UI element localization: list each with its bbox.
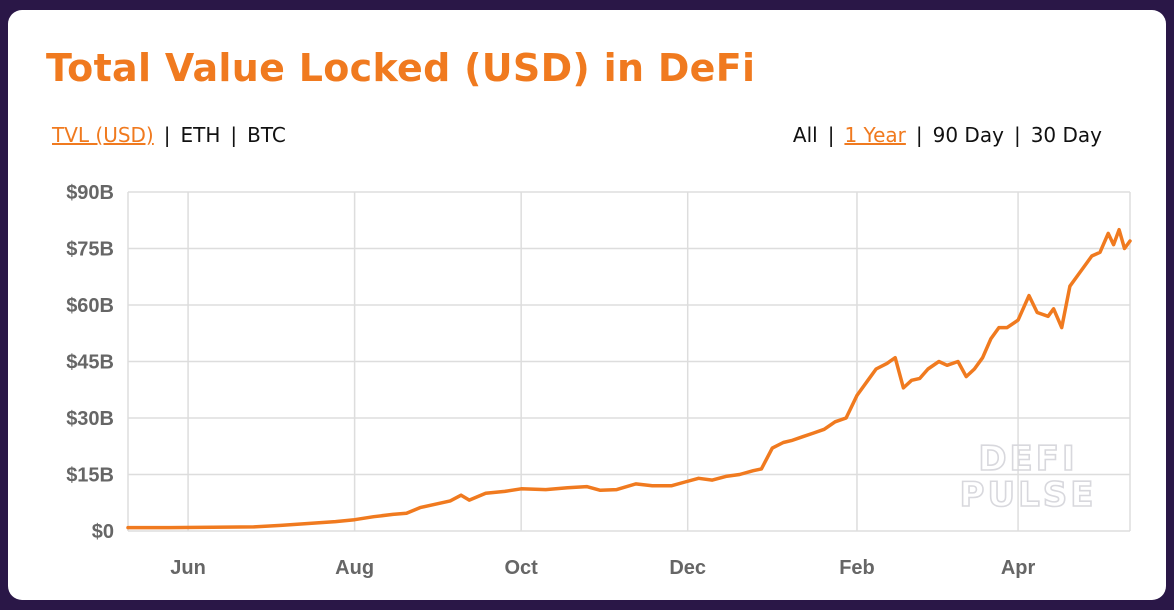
y-tick-label: $45B	[66, 352, 114, 374]
x-tick-label: Jun	[170, 557, 206, 579]
thirty-day-range-toggle[interactable]: 30 Day	[1030, 123, 1102, 147]
metric-toggle-group: TVL (USD) | ETH | BTC	[52, 123, 286, 147]
btc-toggle[interactable]: BTC	[247, 123, 286, 147]
eth-toggle[interactable]: ETH	[180, 123, 221, 147]
separator: |	[230, 123, 238, 147]
y-tick-label: $0	[92, 521, 114, 543]
separator: |	[915, 123, 923, 147]
y-tick-label: $15B	[66, 465, 114, 487]
tvl-line-chart: $0 $15B $30B $45B $60B $75B $90B Jun Aug Oct Dec Fe…	[66, 182, 1132, 579]
watermark-pulse: PULSE	[960, 475, 1097, 515]
y-tick-label: $30B	[66, 408, 114, 430]
ninety-day-range-toggle[interactable]: 90 Day	[932, 123, 1004, 147]
x-tick-label: Feb	[839, 557, 875, 579]
y-tick-label: $75B	[66, 239, 114, 261]
x-tick-label: Aug	[335, 557, 374, 579]
separator: |	[827, 123, 835, 147]
tvl-series-line	[126, 227, 1132, 530]
chart-title: Total Value Locked (USD) in DeFi	[46, 46, 756, 90]
watermark-defi: DEFI	[978, 439, 1077, 479]
x-tick-label: Oct	[504, 557, 538, 579]
separator: |	[1013, 123, 1021, 147]
one-year-range-toggle[interactable]: 1 Year	[844, 123, 906, 147]
x-tick-label: Dec	[669, 557, 706, 579]
chart-card: Total Value Locked (USD) in DeFi TVL (US…	[8, 10, 1166, 600]
all-range-toggle[interactable]: All	[792, 123, 818, 147]
y-tick-label: $90B	[66, 182, 114, 204]
range-toggle-group: All | 1 Year | 90 Day | 30 Day	[793, 123, 1102, 147]
x-tick-label: Apr	[1001, 557, 1036, 579]
separator: |	[163, 123, 171, 147]
y-tick-label: $60B	[66, 295, 114, 317]
tvl-usd-toggle[interactable]: TVL (USD)	[52, 123, 154, 147]
